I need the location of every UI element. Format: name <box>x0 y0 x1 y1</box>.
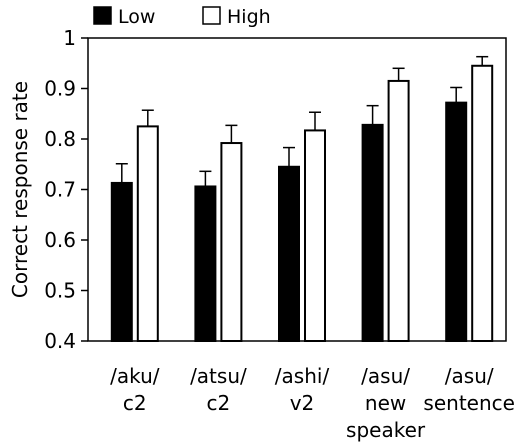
bar-high <box>387 79 410 343</box>
bar-high <box>471 64 494 343</box>
y-axis: 0.4 0.5 0.6 0.7 0.8 0.9 1 <box>44 26 88 353</box>
bar-low <box>445 101 468 342</box>
bar-high <box>220 142 243 342</box>
x-tick-label: /asu/ <box>361 364 410 388</box>
legend: Low High <box>93 6 271 28</box>
bars <box>110 55 494 343</box>
x-tick-label: c2 <box>207 391 231 415</box>
legend-label-low: Low <box>118 6 155 28</box>
y-tick-label: 0.6 <box>44 228 76 252</box>
y-tick-label: 0.7 <box>44 178 76 202</box>
x-tick-label: c2 <box>123 391 147 415</box>
plot-frame <box>87 37 507 342</box>
y-tick-label: 0.8 <box>44 127 76 151</box>
y-axis-title: Correct response rate <box>8 81 32 298</box>
y-tick-label: 0.4 <box>44 329 76 353</box>
bar-high <box>136 125 159 342</box>
legend-swatch-low <box>93 6 112 25</box>
x-tick-label: /asu/ <box>445 364 494 388</box>
x-tick-label: /atsu/ <box>190 364 247 388</box>
x-tick-label: /ashi/ <box>275 364 330 388</box>
y-tick-label: 0.5 <box>44 279 76 303</box>
x-tick-label: /aku/ <box>110 364 160 388</box>
bar-high <box>304 129 326 342</box>
x-tick-label: v2 <box>290 391 315 415</box>
y-tick-label: 0.9 <box>44 77 76 101</box>
bar-low <box>361 123 384 342</box>
bar-low <box>110 181 133 342</box>
legend-label-high: High <box>227 6 271 28</box>
x-tick-label: sentence <box>423 391 515 415</box>
bar-low <box>278 165 300 342</box>
x-tick-label: speaker <box>346 418 426 442</box>
x-axis-labels: /aku/c2/atsu/c2/ashi/v2/asu/new speaker/a… <box>110 364 515 442</box>
bar-low <box>194 185 217 342</box>
x-tick-label: new <box>365 391 406 415</box>
y-tick-label: 1 <box>63 26 76 50</box>
legend-swatch-high <box>202 6 221 25</box>
